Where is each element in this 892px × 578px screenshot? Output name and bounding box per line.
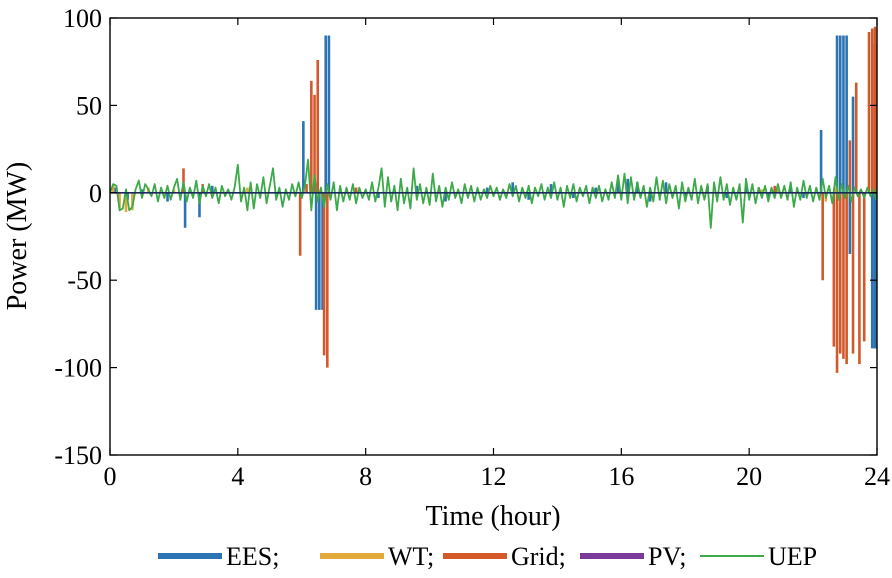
- y-tick-label: 100: [63, 4, 102, 33]
- y-tick-label: -150: [54, 441, 102, 470]
- y-tick-label: 0: [89, 179, 102, 208]
- x-tick-label: 16: [608, 462, 634, 491]
- x-tick-label: 12: [481, 462, 507, 491]
- legend-label-ees: EES;: [226, 542, 279, 571]
- x-tick-label: 0: [104, 462, 117, 491]
- legend-label-wt: WT;: [388, 542, 434, 571]
- legend-label-uep: UEP: [768, 542, 817, 571]
- y-axis-title: Power (MW): [2, 162, 33, 311]
- legend-label-pv: PV;: [648, 542, 687, 571]
- x-tick-label: 4: [231, 462, 244, 491]
- x-axis-title: Time (hour): [425, 501, 560, 532]
- y-tick-label: 50: [76, 91, 102, 120]
- legend-label-grid: Grid;: [511, 542, 566, 571]
- x-tick-label: 24: [864, 462, 890, 491]
- legend: EES; WT; Grid; PV; UEP: [158, 542, 817, 571]
- uep-line: [109, 158, 877, 229]
- x-tick-label: 20: [736, 462, 762, 491]
- x-tick-label: 8: [359, 462, 372, 491]
- plot-area: [109, 26, 877, 373]
- y-tick-label: -100: [54, 354, 102, 383]
- y-tick-label: -50: [67, 266, 102, 295]
